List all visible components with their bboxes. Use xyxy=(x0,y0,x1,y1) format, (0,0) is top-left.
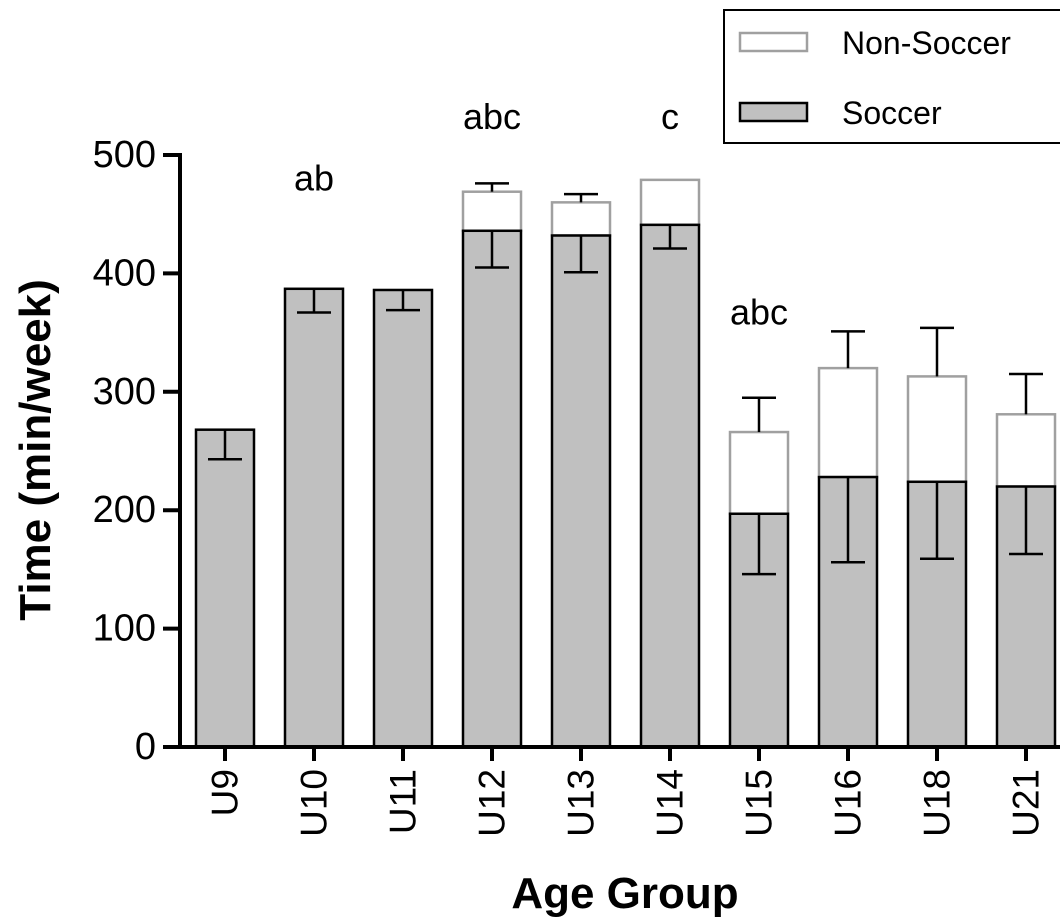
bar-non-soccer-u21 xyxy=(995,413,1057,488)
y-tick-label-200: 200 xyxy=(93,489,156,531)
annotation-u10: ab xyxy=(294,158,334,199)
bar-non-soccer-u13 xyxy=(550,201,612,237)
bar-non-soccer-u16 xyxy=(817,366,879,479)
bar-non-soccer-u18 xyxy=(906,375,968,484)
annotation-u15: abc xyxy=(730,291,788,332)
y-axis-title: Time (min/week) xyxy=(11,279,60,621)
x-tick-label-u21: U21 xyxy=(1006,769,1047,837)
legend-label-non-soccer: Non-Soccer xyxy=(842,25,1011,61)
y-tick-label-100: 100 xyxy=(93,608,156,650)
bar-soccer-u9 xyxy=(194,428,256,749)
bar-soccer-u12 xyxy=(461,229,523,749)
x-tick-label-u13: U13 xyxy=(561,769,602,837)
x-tick-label-u14: U14 xyxy=(650,769,691,837)
bar-soccer-u13 xyxy=(550,234,612,749)
y-tick-label-0: 0 xyxy=(135,726,156,768)
x-tick-label-u12: U12 xyxy=(472,769,513,837)
x-tick-label-u10: U10 xyxy=(294,769,335,837)
axes-layer xyxy=(163,153,1060,761)
legend-swatch-non-soccer xyxy=(738,31,809,53)
bar-non-soccer-u12 xyxy=(461,190,523,233)
y-tick-label-300: 300 xyxy=(93,371,156,413)
x-tick-label-u16: U16 xyxy=(828,769,869,837)
y-tick-label-400: 400 xyxy=(93,252,156,294)
x-tick-label-u15: U15 xyxy=(739,769,780,837)
legend: Non-Soccer Soccer xyxy=(723,9,1060,144)
bar-non-soccer-u14 xyxy=(639,178,701,227)
x-tick-label-u9: U9 xyxy=(205,769,246,816)
annotation-u12: abc xyxy=(463,96,521,137)
bar-non-soccer-u15 xyxy=(728,430,790,516)
x-tick-label-u11: U11 xyxy=(383,769,424,834)
annotation-u14: c xyxy=(661,96,679,137)
legend-swatch-soccer xyxy=(738,101,809,123)
bars-layer xyxy=(194,178,1057,749)
labels-layer: U9 U10 U11 U12 U13 U14 U15 U16 U18 U21 0 100 200 300 4… xyxy=(93,96,1047,837)
x-tick-label-u18: U18 xyxy=(917,769,958,837)
bar-soccer-u10 xyxy=(283,287,345,749)
bar-soccer-u14 xyxy=(639,223,701,749)
y-tick-label-500: 500 xyxy=(93,134,156,176)
x-axis-title: Age Group xyxy=(511,869,738,918)
legend-label-soccer: Soccer xyxy=(842,95,942,131)
bar-soccer-u11 xyxy=(372,288,434,749)
